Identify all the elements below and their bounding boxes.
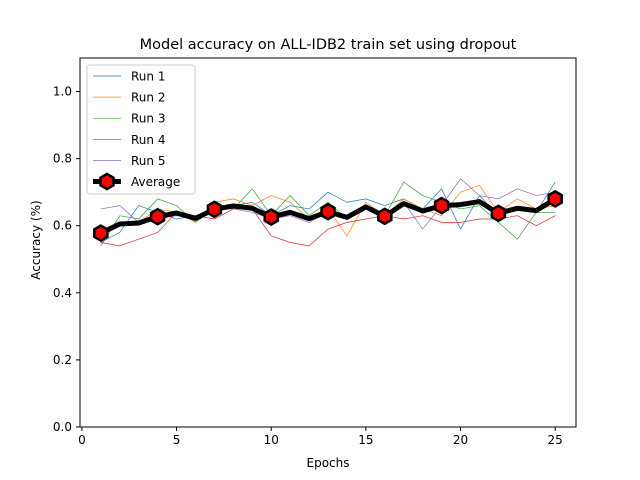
- plot-area: [79, 57, 577, 428]
- y-tick-label: 0.8: [53, 152, 72, 166]
- average-marker: [377, 207, 393, 226]
- y-tick-label: 1.0: [53, 85, 72, 99]
- x-tick-label: 0: [78, 433, 86, 447]
- average-marker: [149, 207, 166, 226]
- average-marker: [93, 224, 109, 243]
- legend-label-run-2: Run 2: [131, 91, 165, 105]
- y-tick-label: 0.2: [53, 353, 72, 367]
- y-axis: 0.0 0.2 0.4 0.6 0.8 1.0: [53, 85, 80, 434]
- y-tick-label: 0.6: [53, 219, 72, 233]
- plot-frame: [79, 57, 577, 428]
- legend-label-run-4: Run 4: [131, 133, 165, 147]
- legend-label-average: Average: [131, 175, 180, 189]
- average-marker: [547, 189, 563, 208]
- legend-label-run-1: Run 1: [131, 70, 165, 84]
- y-tick-label: 0.0: [53, 420, 72, 434]
- x-tick-label: 20: [453, 433, 468, 447]
- average-marker: [490, 204, 507, 223]
- x-axis: 0 5 10 15 20 25: [78, 427, 563, 447]
- series-line-run-3: [100, 181, 556, 247]
- average-marker: [320, 202, 336, 221]
- chart-title: Model accuracy on ALL-IDB2 train set usi…: [140, 37, 517, 53]
- x-tick-label: 10: [264, 433, 279, 447]
- legend-marker-average: [99, 172, 115, 191]
- legend-label-run-3: Run 3: [131, 112, 165, 126]
- legend-label-run-5: Run 5: [131, 154, 165, 168]
- x-tick-label: 25: [548, 433, 563, 447]
- x-tick-label: 15: [358, 433, 373, 447]
- y-tick-label: 0.4: [53, 286, 72, 300]
- average-marker: [206, 200, 223, 219]
- legend: Run 1 Run 2 Run 3 Run 4 Run 5 Average: [86, 64, 196, 195]
- y-axis-label: Accuracy (%): [29, 200, 43, 279]
- average-marker: [433, 196, 450, 215]
- x-axis-label: Epochs: [307, 456, 350, 470]
- x-tick-label: 5: [173, 433, 181, 447]
- average-marker: [263, 208, 279, 226]
